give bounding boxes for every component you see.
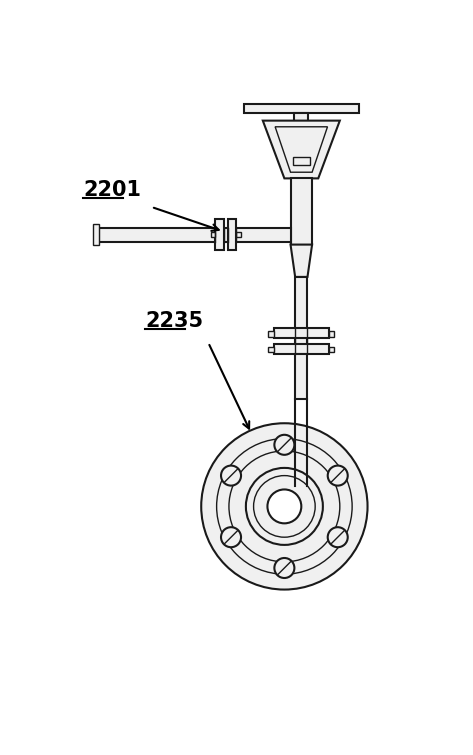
- Polygon shape: [263, 121, 340, 178]
- Polygon shape: [290, 245, 312, 277]
- Bar: [329, 331, 334, 337]
- Bar: [99, 228, 290, 242]
- Bar: [216, 219, 224, 250]
- Circle shape: [328, 527, 348, 547]
- Bar: [268, 331, 273, 337]
- Bar: [236, 233, 241, 237]
- Bar: [294, 113, 308, 121]
- Circle shape: [267, 489, 301, 523]
- Circle shape: [274, 558, 294, 578]
- Bar: [211, 233, 216, 237]
- Circle shape: [274, 435, 294, 455]
- Circle shape: [328, 466, 348, 485]
- Text: 2201: 2201: [83, 180, 141, 200]
- Bar: [273, 344, 329, 353]
- Bar: [295, 353, 307, 399]
- Circle shape: [221, 466, 241, 485]
- Text: 2235: 2235: [145, 311, 203, 331]
- Bar: [290, 178, 312, 245]
- Bar: [295, 277, 307, 353]
- Circle shape: [201, 424, 368, 590]
- Bar: [273, 328, 329, 338]
- Bar: [244, 104, 359, 113]
- Bar: [268, 347, 273, 352]
- Circle shape: [221, 527, 241, 547]
- Bar: [293, 157, 310, 165]
- Bar: [228, 219, 236, 250]
- Bar: [94, 223, 99, 245]
- Bar: [329, 347, 334, 352]
